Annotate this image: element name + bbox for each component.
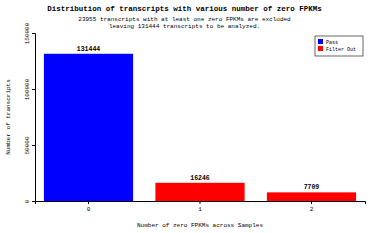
x-tick-label: 0: [87, 206, 91, 213]
y-tick-mark: [32, 145, 35, 146]
bar: [44, 54, 133, 201]
legend-box: [315, 36, 363, 56]
x-tick-mark: [88, 201, 89, 204]
data-label: 131444: [77, 46, 101, 53]
y-tick-mark: [32, 89, 35, 90]
bars: [44, 54, 356, 201]
subtitle: leaving 131444 transcripts to be analyze…: [109, 23, 260, 30]
legend-swatch: [318, 46, 323, 51]
x-tick-label: 2: [310, 206, 314, 213]
y-tick: 0: [24, 199, 35, 203]
y-tick: 100000: [24, 78, 35, 100]
y-tick-mark: [32, 33, 35, 34]
x-tick: 1: [198, 201, 202, 213]
legend: PassFilter Out: [315, 36, 363, 56]
legend-swatch: [318, 39, 323, 44]
legend-label: Pass: [326, 40, 338, 46]
y-tick-label: 0: [24, 199, 31, 203]
data-label: 16246: [190, 175, 210, 182]
y-tick: 150000: [24, 22, 35, 44]
data-label: 7709: [304, 184, 320, 191]
plot: 131444 16246 7709 0 1 2 0 50000 100000 150000: [24, 22, 366, 213]
x-axis: 0 1 2: [36, 201, 366, 213]
y-tick-label: 100000: [24, 78, 31, 100]
x-axis-title: Number of zero FPKMs across Samples: [137, 222, 263, 229]
bar: [267, 192, 356, 201]
legend-label: Filter Out: [326, 47, 356, 53]
bar: [155, 183, 244, 201]
subtitle: 23955 transcripts with at least one zero…: [78, 16, 291, 23]
x-axis-line: [36, 202, 366, 205]
x-tick: 2: [310, 201, 314, 213]
title: Distribution of transcripts with various…: [47, 5, 322, 13]
y-axis: 0 50000 100000 150000: [24, 22, 36, 203]
chart: 131444 16246 7709 0 1 2 0 50000 100000 150000 Dist…: [0, 0, 369, 233]
y-tick-label: 150000: [24, 22, 31, 44]
y-tick: 50000: [24, 136, 35, 154]
x-tick-mark: [311, 201, 312, 204]
y-tick-mark: [32, 201, 35, 202]
y-tick-label: 50000: [24, 136, 31, 154]
y-axis-title: Number of transcripts: [5, 79, 12, 155]
data-labels: 131444 16246 7709: [77, 46, 320, 192]
x-tick: 0: [87, 201, 91, 213]
x-tick-label: 1: [198, 206, 202, 213]
y-axis-line: [32, 34, 36, 202]
x-tick-mark: [200, 201, 201, 204]
